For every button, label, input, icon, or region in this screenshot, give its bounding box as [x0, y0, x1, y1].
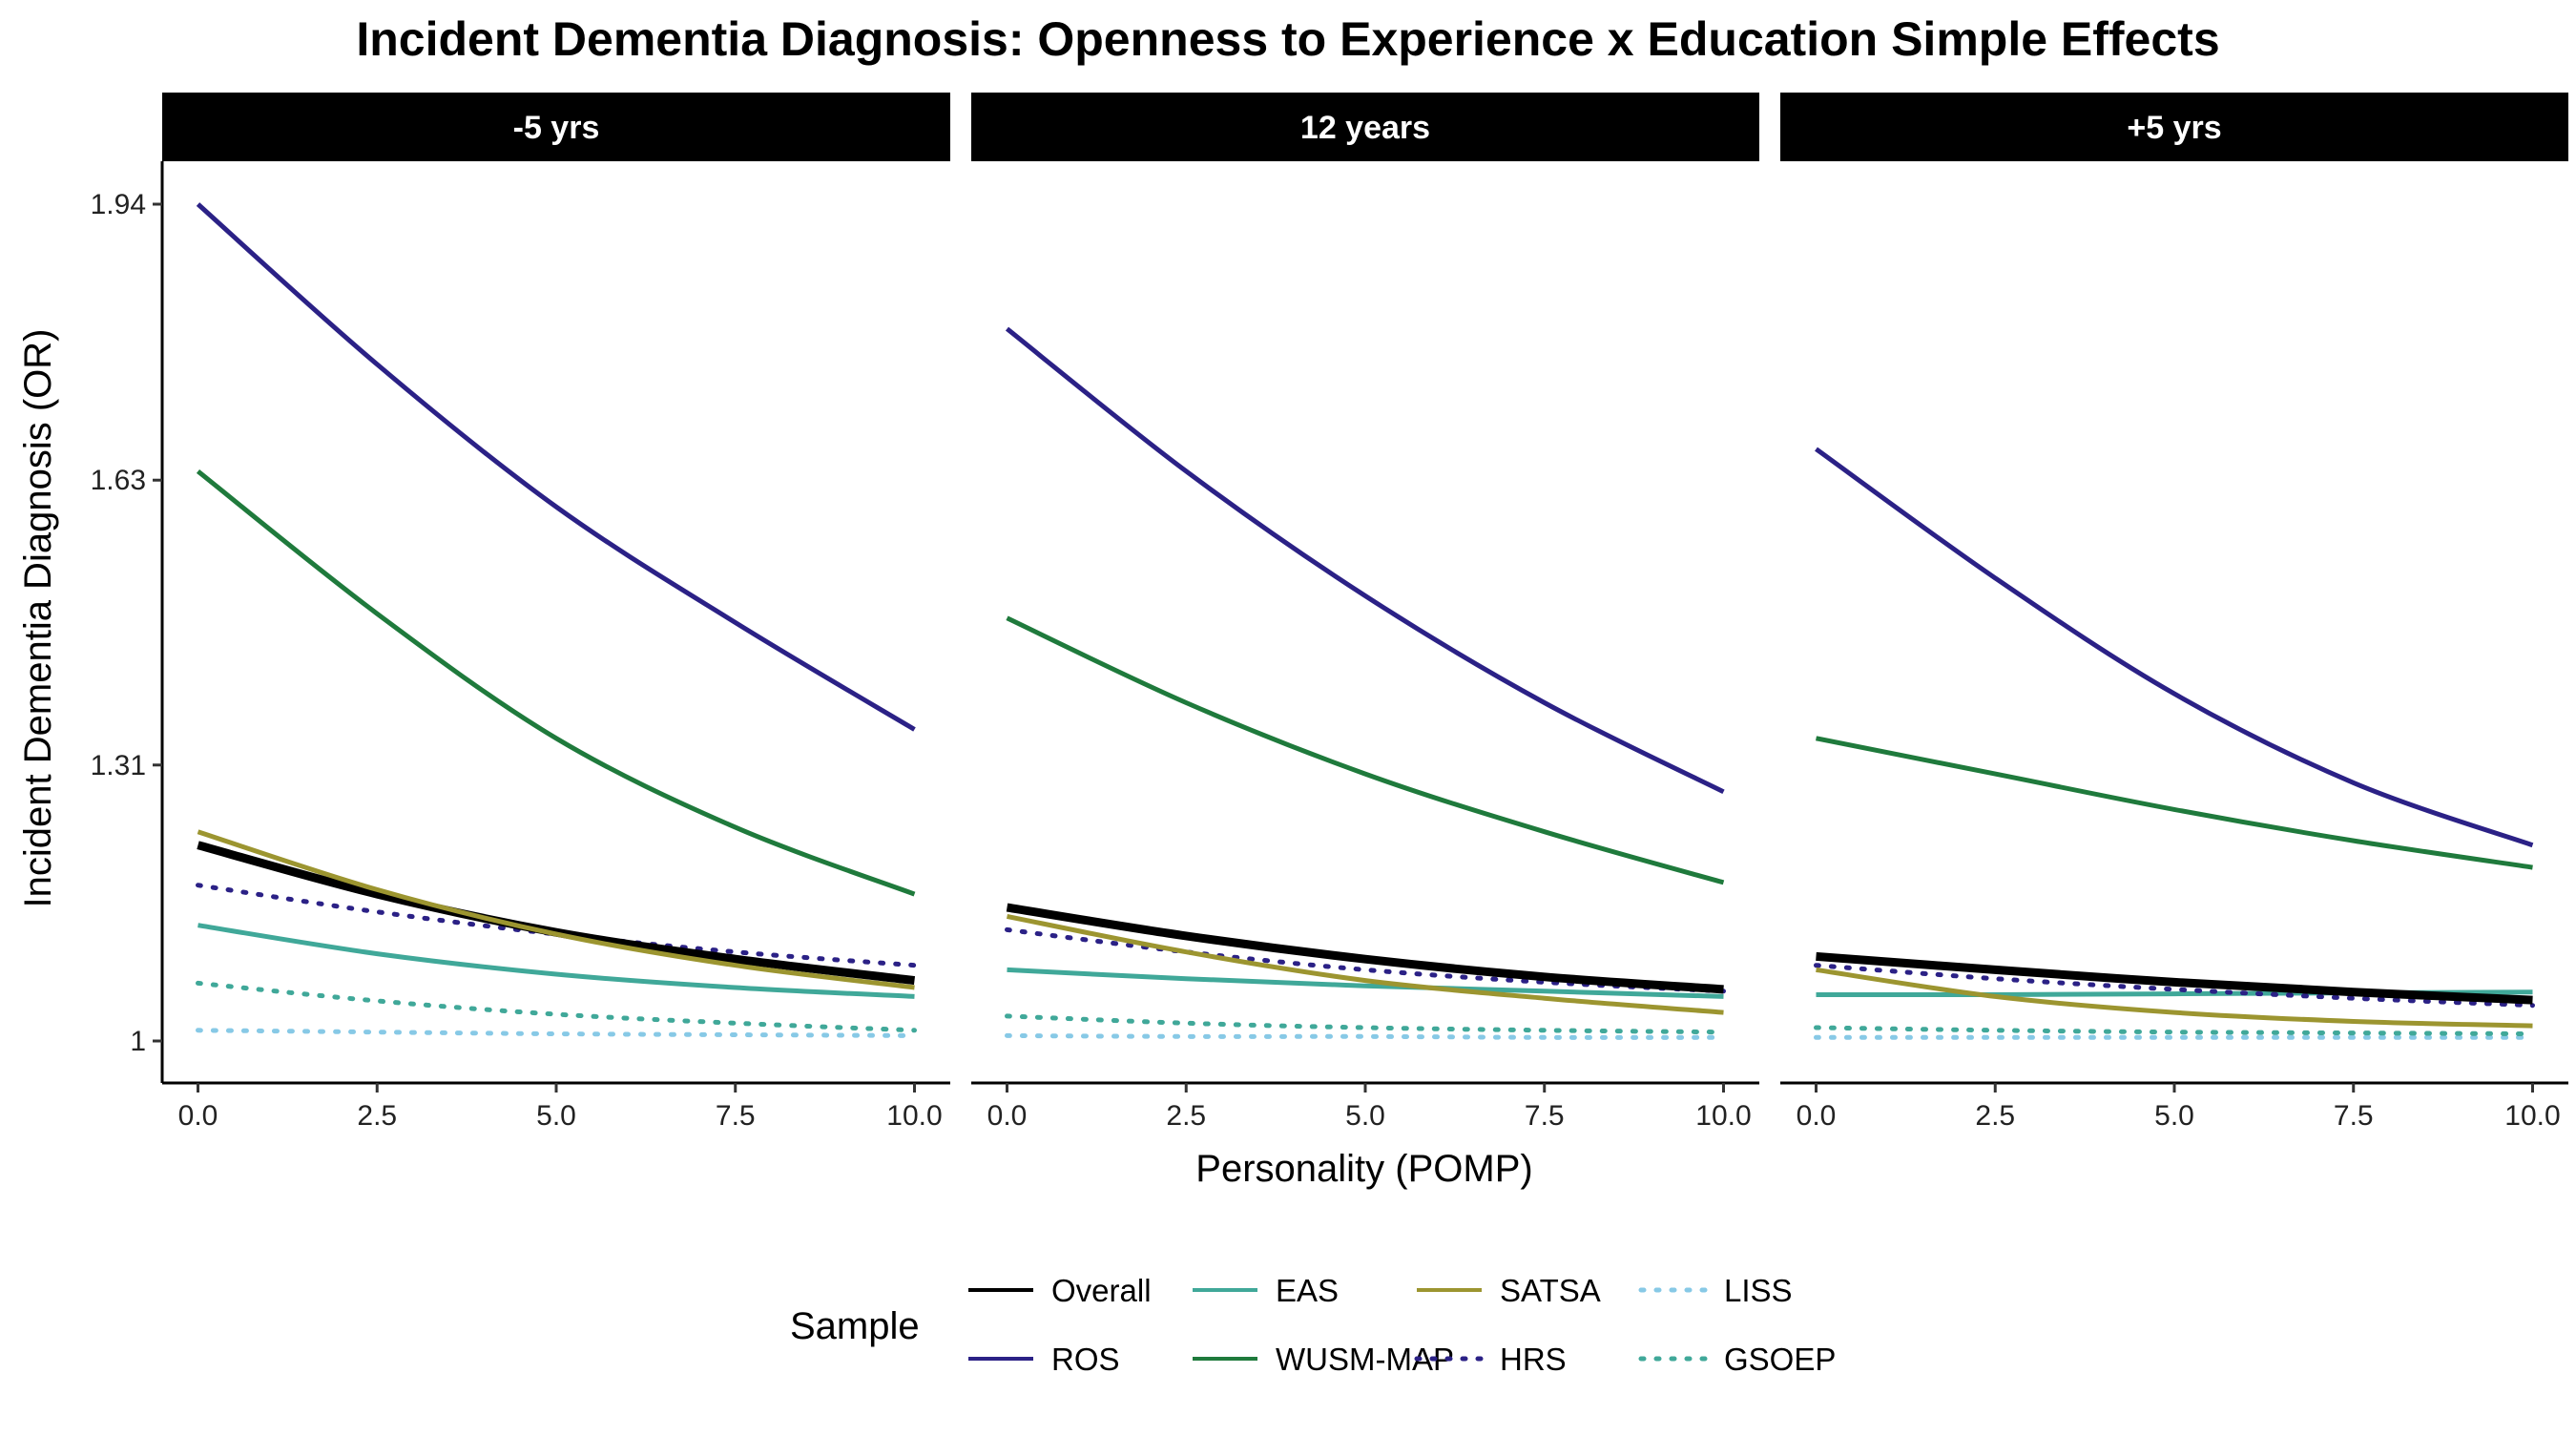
- x-tick-label: 2.5: [357, 1100, 397, 1132]
- x-tick-label: 7.5: [2334, 1100, 2374, 1132]
- legend-item: EAS: [1193, 1273, 1339, 1308]
- legend-item: GSOEP: [1638, 1342, 1836, 1377]
- series-line-wusm-map: [196, 468, 916, 897]
- legend-label: LISS: [1724, 1273, 1793, 1308]
- series-line-satsa: [1816, 967, 2533, 1029]
- x-tick-label: 10.0: [886, 1100, 942, 1132]
- legend-item: ROS: [968, 1342, 1120, 1377]
- legend-item: LISS: [1638, 1273, 1793, 1308]
- x-tick-label: 0.0: [1797, 1100, 1837, 1132]
- legend-label: ROS: [1051, 1342, 1120, 1377]
- legend-label: HRS: [1500, 1342, 1567, 1377]
- legend-item: WUSM-MAP: [1193, 1342, 1454, 1377]
- x-tick-label: 7.5: [716, 1100, 756, 1132]
- legend-item: Overall: [968, 1273, 1152, 1308]
- legend-title: Sample: [790, 1305, 920, 1347]
- series-line-satsa: [197, 829, 915, 990]
- legend-label: Overall: [1051, 1273, 1152, 1308]
- series-line-wusm-map: [1816, 736, 2533, 870]
- legend-item: SATSA: [1417, 1273, 1601, 1308]
- series-line-eas: [197, 923, 915, 999]
- series-line-overall: [1816, 951, 2533, 1005]
- y-tick-label: 1.94: [91, 189, 146, 220]
- x-tick-label: 10.0: [2504, 1100, 2560, 1132]
- x-tick-label: 0.0: [178, 1100, 218, 1132]
- facet-panel: +5 yrs 0.0 2.5 5.0 7.5 10.0: [1780, 93, 2568, 1132]
- facet-panel: -5 yrs 1 1.31 1.63 1.94 0.0 2.5 5.0 7.5 10.0: [91, 93, 950, 1132]
- series-line-overall: [1006, 903, 1724, 994]
- facet-strip: [1780, 93, 2568, 161]
- x-tick-label: 2.5: [1166, 1100, 1206, 1132]
- legend-label: WUSM-MAP: [1276, 1342, 1454, 1377]
- legend-label: EAS: [1276, 1273, 1339, 1308]
- legend-item: HRS: [1414, 1342, 1567, 1377]
- y-tick-label: 1: [130, 1026, 146, 1057]
- series-line-liss: [1005, 1032, 1726, 1040]
- series-line-gsoep: [196, 980, 917, 1033]
- x-axis-title: Personality (POMP): [1195, 1148, 1532, 1190]
- x-tick-label: 0.0: [987, 1100, 1028, 1132]
- series-line-wusm-map: [1006, 615, 1725, 885]
- y-axis-title: Incident Dementia Diagnosis (OR): [17, 329, 59, 908]
- x-tick-label: 5.0: [1345, 1100, 1385, 1132]
- series-line-gsoep: [1005, 1013, 1726, 1035]
- x-tick-label: 5.0: [536, 1100, 576, 1132]
- series-line-ros: [196, 202, 916, 732]
- series-line-eas: [1007, 967, 1724, 999]
- series-line-hrs: [1814, 963, 2535, 1009]
- facet-strip: [162, 93, 950, 161]
- facet-strip: [971, 93, 1759, 161]
- series-line-satsa: [1007, 913, 1724, 1015]
- x-tick-label: 5.0: [2154, 1100, 2194, 1132]
- legend: Sample Overall ROS EAS WUSM-MAP SATSA HRS LISS…: [790, 1273, 1836, 1377]
- legend-label: SATSA: [1500, 1273, 1601, 1308]
- y-tick-label: 1.63: [91, 465, 146, 496]
- y-tick-label: 1.31: [91, 750, 146, 781]
- series-line-hrs: [196, 883, 917, 968]
- series-line-ros: [1815, 447, 2534, 848]
- legend-label: GSOEP: [1724, 1342, 1836, 1377]
- x-tick-label: 2.5: [1975, 1100, 2015, 1132]
- facet-panel: 12 years 0.0 2.5 5.0 7.5 10.0: [971, 93, 1759, 1132]
- series-line-ros: [1005, 326, 1725, 795]
- facet-strip-label: -5 yrs: [513, 110, 600, 146]
- series-line-gsoep: [1814, 1025, 2535, 1036]
- x-tick-label: 7.5: [1525, 1100, 1565, 1132]
- chart-title: Incident Dementia Diagnosis: Openness to…: [356, 12, 2219, 66]
- facet-strip-label: +5 yrs: [2127, 110, 2221, 146]
- series-line-liss: [196, 1028, 917, 1038]
- x-tick-label: 10.0: [1695, 1100, 1751, 1132]
- facet-strip-label: 12 years: [1300, 110, 1430, 146]
